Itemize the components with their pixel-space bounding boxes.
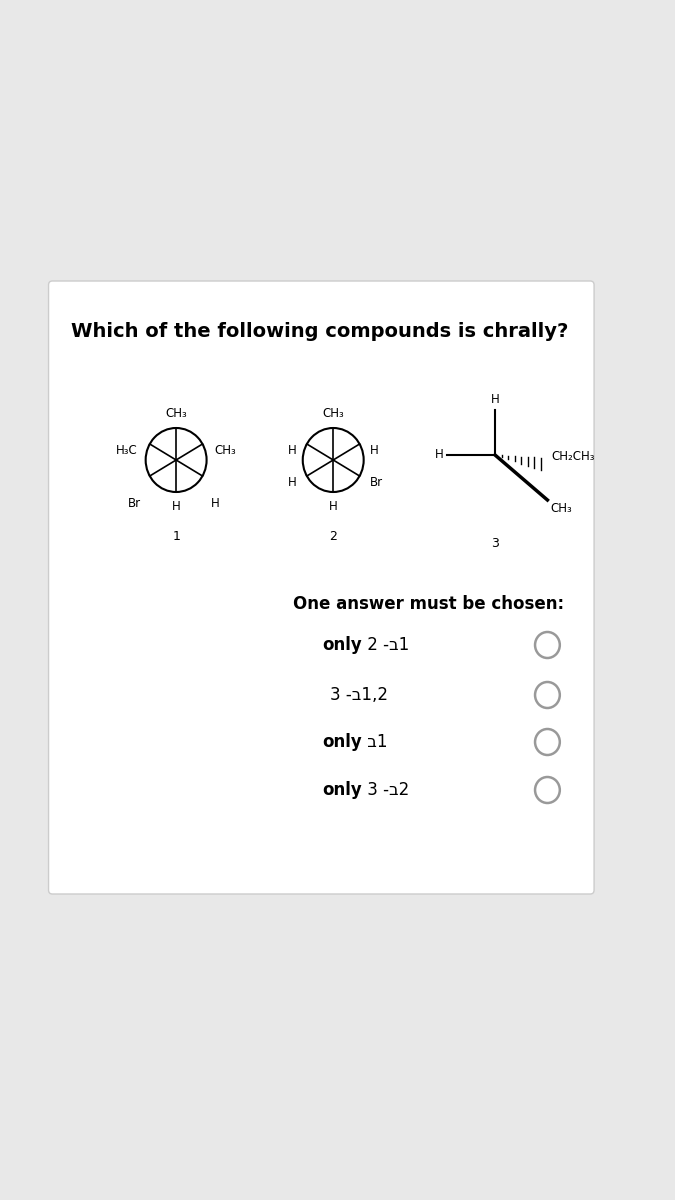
Text: CH₃: CH₃ [323, 407, 344, 420]
Text: 1: 1 [172, 530, 180, 542]
Text: H: H [329, 500, 338, 514]
Text: H: H [491, 392, 500, 406]
Text: ב1: ב1 [362, 733, 393, 751]
Text: only: only [322, 636, 362, 654]
Text: 3: 3 [491, 538, 499, 550]
Text: 2: 2 [329, 530, 337, 542]
Text: 3 -ב1,2: 3 -ב1,2 [330, 686, 394, 704]
Text: H₃C: H₃C [116, 444, 138, 456]
Text: CH₂CH₃: CH₂CH₃ [551, 450, 595, 463]
Text: 3 -ב2: 3 -ב2 [362, 781, 414, 799]
FancyBboxPatch shape [49, 281, 594, 894]
Text: H: H [369, 444, 378, 456]
Text: Br: Br [128, 497, 141, 510]
Text: One answer must be chosen:: One answer must be chosen: [293, 595, 564, 613]
Text: H: H [435, 449, 443, 462]
Text: Which of the following compounds is chrally?: Which of the following compounds is chra… [72, 322, 569, 341]
Text: Br: Br [369, 475, 383, 488]
Text: H: H [171, 500, 180, 514]
Text: only: only [322, 733, 362, 751]
Text: 2 -ב1: 2 -ב1 [362, 636, 414, 654]
Text: CH₃: CH₃ [550, 502, 572, 515]
Text: CH₃: CH₃ [165, 407, 187, 420]
Text: CH₃: CH₃ [214, 444, 236, 456]
Text: H: H [211, 497, 220, 510]
Text: H: H [288, 444, 297, 456]
Text: only: only [322, 781, 362, 799]
Text: H: H [288, 475, 297, 488]
